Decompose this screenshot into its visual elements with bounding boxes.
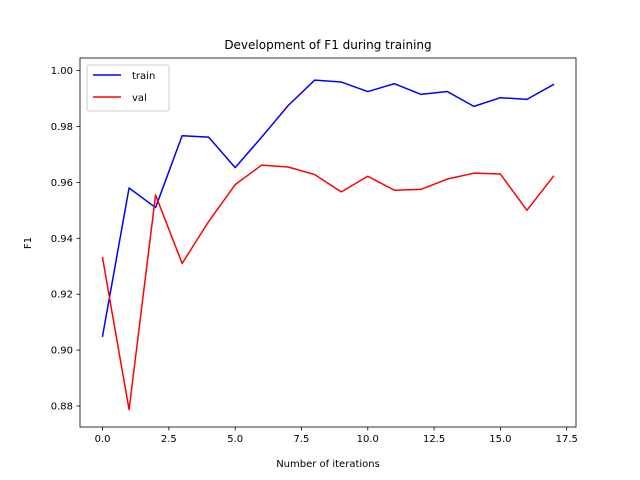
y-axis-label: F1 xyxy=(23,237,34,249)
y-tick-label: 1.00 xyxy=(51,66,73,77)
y-tick-label: 0.94 xyxy=(51,234,73,245)
legend-label-train: train xyxy=(132,71,155,82)
legend-label-val: val xyxy=(132,93,147,104)
x-tick-label: 0.0 xyxy=(95,434,111,445)
y-tick-label: 0.90 xyxy=(51,346,73,357)
x-tick-label: 5.0 xyxy=(227,434,243,445)
x-axis-label: Number of iterations xyxy=(276,459,380,470)
axes: 0.0 2.5 5.0 7.5 10.0 12.5 15.0 17.5 0.88 0.90 0.92… xyxy=(51,57,578,445)
series-line-val xyxy=(101,164,555,411)
x-tick-label: 10.0 xyxy=(357,434,379,445)
x-tick-label: 15.0 xyxy=(489,434,511,445)
legend: train val xyxy=(86,64,170,112)
series-line-train xyxy=(101,79,555,338)
chart-title: Development of F1 during training xyxy=(224,38,431,52)
y-tick-label: 0.98 xyxy=(51,122,73,133)
axes-frame xyxy=(79,57,577,428)
x-tick-label: 2.5 xyxy=(161,434,177,445)
plot-area xyxy=(101,79,555,411)
y-tick-label: 0.92 xyxy=(51,290,73,301)
y-tick-label: 0.88 xyxy=(51,402,73,413)
x-tick-label: 17.5 xyxy=(556,434,578,445)
legend-box xyxy=(86,64,170,112)
x-tick-label: 12.5 xyxy=(423,434,445,445)
y-tick-label: 0.96 xyxy=(51,178,73,189)
x-tick-label: 7.5 xyxy=(294,434,310,445)
